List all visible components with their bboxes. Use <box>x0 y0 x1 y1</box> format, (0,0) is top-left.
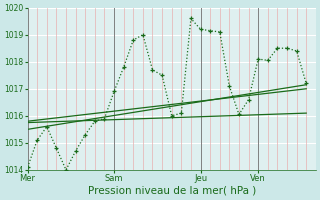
X-axis label: Pression niveau de la mer( hPa ): Pression niveau de la mer( hPa ) <box>88 186 256 196</box>
